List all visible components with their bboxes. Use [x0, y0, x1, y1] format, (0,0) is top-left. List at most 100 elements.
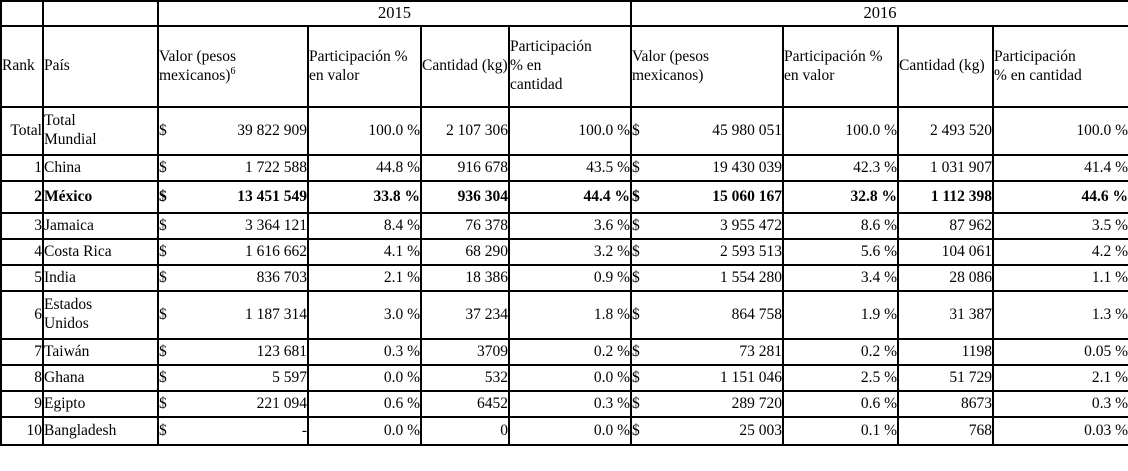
table-row: 4 Costa Rica $1 616 662 4.1 % 68 290 3.2 % $2 …: [0, 238, 1128, 266]
share-quantity-2015-cell: 3.2 %: [508, 238, 632, 266]
share-quantity-2016-cell: 0.03 %: [992, 416, 1128, 446]
table-body: Total Total Mundial $39 822 909 100.0 % 2 10…: [0, 106, 1128, 446]
share-quantity-2015-cell: 3.6 %: [508, 212, 632, 240]
currency-symbol: $: [159, 216, 167, 234]
column-header-row: Rank País Valor (pesos mexicanos)6 Parti…: [0, 25, 1128, 108]
share-quantity-2016-column-header: Participación % en cantidad: [992, 25, 1128, 108]
share-quantity-2016-cell: 2.1 %: [992, 364, 1128, 392]
share-quantity-2016-cell: 1.1 %: [992, 264, 1128, 292]
table-row: 6 Estados Unidos $1 187 314 3.0 % 37 234 1.8 …: [0, 290, 1128, 340]
amount-value: 3 955 472: [720, 216, 782, 234]
rank-header-spacer: [0, 0, 44, 27]
amount-value: 221 094: [256, 394, 307, 412]
share-value-2015-column-header: Participación % en valor: [307, 25, 422, 108]
amount-value: 864 758: [731, 305, 782, 323]
quantity-2016-cell: 104 061: [897, 238, 994, 266]
rank-cell: 8: [0, 364, 44, 392]
country-cell: Taiwán: [42, 338, 159, 366]
quantity-2015-cell: 936 304: [420, 180, 510, 214]
quantity-2016-cell: 28 086: [897, 264, 994, 292]
currency-symbol: $: [632, 268, 640, 286]
quantity-2016-cell: 87 962: [897, 212, 994, 240]
amount-value: 3 364 121: [245, 216, 307, 234]
country-label: China: [44, 158, 82, 176]
amount-value: 45 980 051: [712, 121, 782, 139]
amount-value: 73 281: [739, 342, 782, 360]
share-value-2015-cell: 8.4 %: [307, 212, 422, 240]
value-2016-cell: $15 060 167: [630, 180, 784, 214]
share-quantity-2015-header-label: Participación % en cantidad: [510, 38, 592, 93]
country-cell: Jamaica: [42, 212, 159, 240]
value-2015-cell: $123 681: [157, 338, 309, 366]
country-label: Ghana: [44, 368, 85, 386]
amount-value: 5 597: [272, 368, 307, 386]
quantity-2015-cell: 68 290: [420, 238, 510, 266]
quantity-2016-cell: 1198: [897, 338, 994, 366]
share-value-2016-cell: 0.1 %: [782, 416, 899, 446]
value-2015-cell: $13 451 549: [157, 180, 309, 214]
amount-value: 1 616 662: [245, 242, 307, 260]
quantity-2015-cell: 916 678: [420, 154, 510, 182]
share-quantity-2016-header-label: Participación % en cantidad: [994, 47, 1082, 84]
country-label: Bangladesh: [44, 421, 117, 439]
country-cell: Ghana: [42, 364, 159, 392]
quantity-2015-cell: 37 234: [420, 290, 510, 340]
amount-value: 1 554 280: [720, 268, 782, 286]
share-value-2015-cell: 0.0 %: [307, 416, 422, 446]
share-value-2015-cell: 33.8 %: [307, 180, 422, 214]
share-quantity-2016-cell: 1.3 %: [992, 290, 1128, 340]
rank-column-header: Rank: [0, 25, 44, 108]
quantity-2016-cell: 1 031 907: [897, 154, 994, 182]
share-quantity-2015-cell: 100.0 %: [508, 106, 632, 156]
quantity-2016-cell: 8673: [897, 390, 994, 418]
share-value-2015-cell: 0.3 %: [307, 338, 422, 366]
table-row: 1 China $1 722 588 44.8 % 916 678 43.5 % $19 4…: [0, 154, 1128, 182]
country-label: Egipto: [44, 394, 86, 412]
quantity-2016-header-label: Cantidad (kg): [899, 57, 985, 75]
currency-symbol: $: [159, 342, 167, 360]
value-2015-cell: $221 094: [157, 390, 309, 418]
footnote-ref: 6: [230, 65, 236, 77]
currency-symbol: $: [159, 268, 167, 286]
value-2015-cell: $5 597: [157, 364, 309, 392]
share-value-2016-cell: 0.6 %: [782, 390, 899, 418]
currency-symbol: $: [632, 368, 640, 386]
share-value-2016-cell: 3.4 %: [782, 264, 899, 292]
share-quantity-2016-cell: 4.2 %: [992, 238, 1128, 266]
country-label: Estados Unidos: [44, 296, 93, 332]
rank-cell: 3: [0, 212, 44, 240]
share-value-2016-cell: 32.8 %: [782, 180, 899, 214]
country-label: México: [44, 187, 93, 205]
currency-symbol: $: [632, 421, 640, 439]
table-row: 10 Bangladesh $ -0.0 % 0 0.0 % $25 003 0.1 % 768…: [0, 416, 1128, 446]
country-label: India: [44, 268, 76, 286]
quantity-2015-cell: 0: [420, 416, 510, 446]
country-cell: México: [42, 180, 159, 214]
share-value-2016-cell: 8.6 %: [782, 212, 899, 240]
rank-cell: 6: [0, 290, 44, 340]
share-quantity-2016-cell: 0.3 %: [992, 390, 1128, 418]
share-quantity-2015-cell: 0.0 %: [508, 416, 632, 446]
value-2016-cell: $25 003: [630, 416, 784, 446]
table-row: 5 India $836 703 2.1 % 18 386 0.9 % $1 554 280…: [0, 264, 1128, 292]
amount-value: -: [301, 421, 307, 439]
amount-value: 13 451 549: [237, 187, 307, 205]
quantity-2015-cell: 6452: [420, 390, 510, 418]
share-value-2015-cell: 0.0 %: [307, 364, 422, 392]
rank-cell: 9: [0, 390, 44, 418]
country-cell: Costa Rica: [42, 238, 159, 266]
share-value-2016-cell: 1.9 %: [782, 290, 899, 340]
rank-cell: Total: [0, 106, 44, 156]
currency-symbol: $: [159, 187, 167, 205]
country-label: Total Mundial: [44, 112, 97, 148]
share-quantity-2015-cell: 0.9 %: [508, 264, 632, 292]
share-value-2016-column-header: Participación % en valor: [782, 25, 899, 108]
quantity-2015-cell: 76 378: [420, 212, 510, 240]
quantity-2016-cell: 51 729: [897, 364, 994, 392]
pais-header-spacer: [42, 0, 159, 27]
amount-value: 19 430 039: [712, 158, 782, 176]
share-value-2015-cell: 3.0 %: [307, 290, 422, 340]
share-quantity-2015-cell: 0.0 %: [508, 364, 632, 392]
value-2015-cell: $1 187 314: [157, 290, 309, 340]
